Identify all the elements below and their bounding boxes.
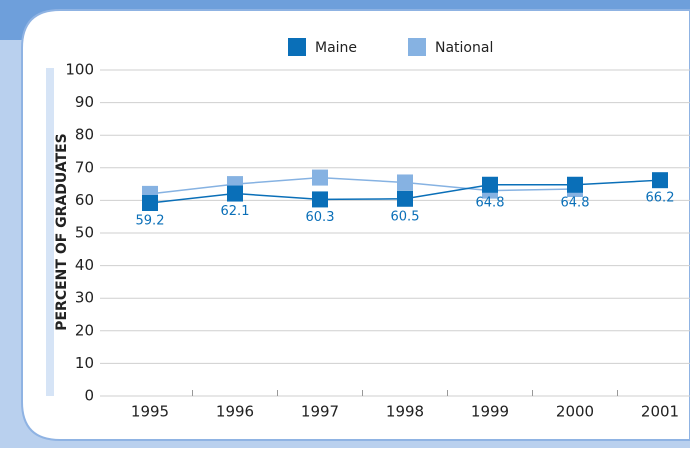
- data-label: 60.3: [306, 210, 335, 225]
- legend-swatch: [408, 38, 426, 56]
- panel: [21, 9, 690, 441]
- point-marker: [567, 176, 583, 193]
- data-label: 59.2: [136, 214, 165, 229]
- data-label: 60.5: [391, 209, 420, 224]
- y-tick-label: 90: [75, 93, 94, 111]
- y-tick-label: 10: [75, 354, 94, 372]
- point-marker: [227, 185, 243, 202]
- legend-label: National: [435, 40, 493, 56]
- y-tick-label: 70: [75, 158, 94, 176]
- y-tick-label: 20: [75, 321, 94, 339]
- y-tick-label: 80: [75, 126, 94, 144]
- series-line: [149, 176, 576, 195]
- y-tick-label: 30: [75, 289, 94, 307]
- legend-label: Maine: [315, 40, 357, 56]
- data-label: 64.8: [476, 195, 505, 210]
- axis-label-bar: [46, 68, 54, 396]
- data-label: 66.2: [646, 191, 675, 206]
- x-tick-label: 2001: [641, 403, 679, 421]
- y-tick-label: 0: [84, 387, 94, 405]
- point-marker: [652, 172, 668, 189]
- x-tick-label: 1995: [131, 403, 169, 421]
- y-tick-label: 100: [65, 61, 94, 79]
- point-marker: [397, 190, 413, 207]
- y-axis-label: PERCENT OF GRADUATES: [54, 133, 70, 331]
- x-tick-label: 1996: [216, 403, 254, 421]
- point-marker: [482, 176, 498, 193]
- x-tick-label: 1997: [301, 403, 339, 421]
- point-marker: [312, 169, 328, 186]
- y-tick-label: 50: [75, 224, 94, 242]
- point-marker: [397, 174, 413, 191]
- point-marker: [142, 195, 158, 212]
- legend-swatch: [288, 38, 306, 56]
- x-tick-label: 2000: [556, 403, 594, 421]
- y-tick-label: 60: [75, 191, 94, 209]
- data-label: 64.8: [561, 195, 590, 210]
- point-marker: [312, 191, 328, 208]
- x-tick-label: 1999: [471, 403, 509, 421]
- data-label: 62.1: [221, 204, 250, 219]
- x-tick-label: 1998: [386, 403, 424, 421]
- y-tick-label: 40: [75, 256, 94, 274]
